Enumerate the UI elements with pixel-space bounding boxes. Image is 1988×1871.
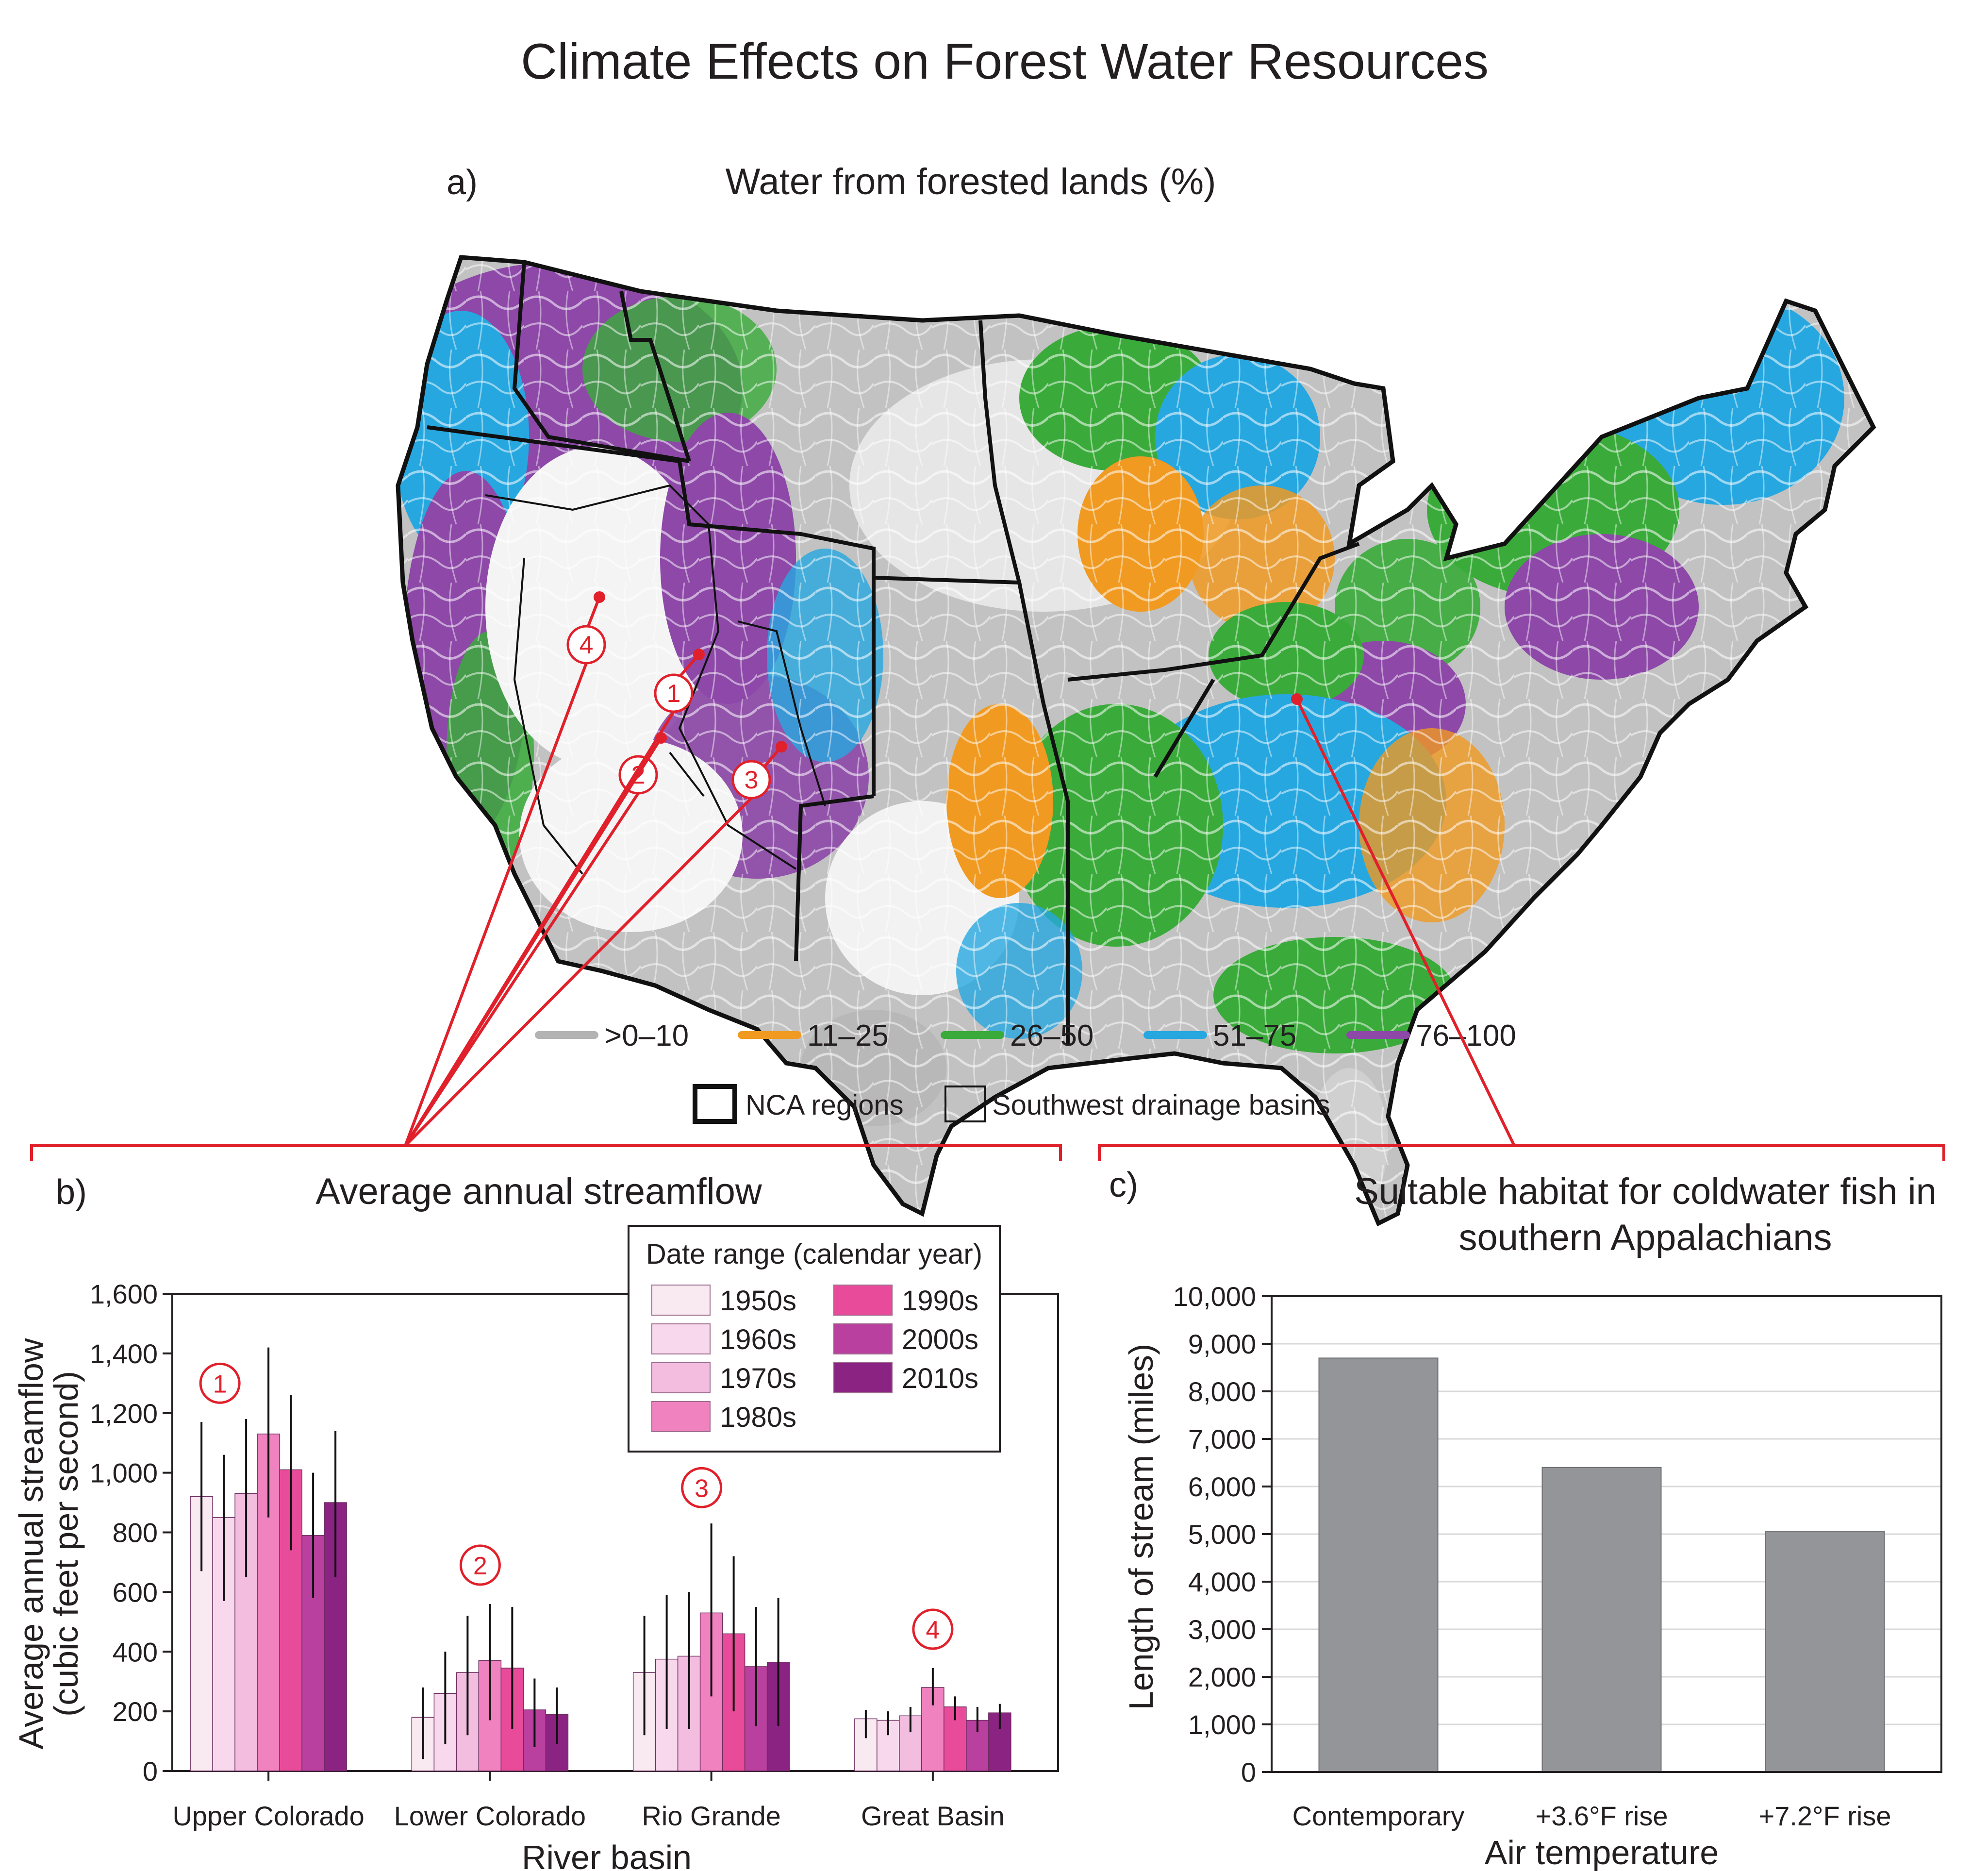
habitat-ytick-label: 2,000 (1188, 1662, 1256, 1692)
nca-region-boundaries (427, 262, 1360, 1044)
habitat-ytick-label: 10,000 (1173, 1281, 1256, 1312)
habitat-bar-contemporary (1318, 1357, 1439, 1772)
habitat-ytick-label: 4,000 (1188, 1567, 1256, 1597)
streamflow-legend-swatch-1950s (651, 1285, 711, 1316)
nca-regions-label: NCA regions (746, 1089, 904, 1121)
streamflow-xtick-lower-colorado: Lower Colorado (394, 1801, 586, 1831)
habitat-plot-frame (1271, 1295, 1942, 1773)
streamflow-ytick-label: 1,400 (90, 1338, 158, 1369)
legend-label-51-75: 51–75 (1213, 1019, 1296, 1052)
habitat-ytick-label: 8,000 (1188, 1376, 1256, 1407)
legend-label-0-10: >0–10 (604, 1019, 689, 1052)
streamflow-legend-label-2010s: 2010s (902, 1363, 978, 1394)
streamflow-ytick-label: 600 (113, 1577, 158, 1607)
habitat-ytick-label: 3,000 (1188, 1614, 1256, 1645)
map-color-legend: >0–10 11–25 26–50 51–75 76–100 (535, 1019, 1516, 1052)
streamflow-ytick-label: 1,200 (90, 1398, 158, 1429)
streamflow-xlabel: River basin (522, 1838, 692, 1871)
streamflow-ytick-label: 1,600 (90, 1279, 158, 1309)
map-marker-1-label: 1 (667, 680, 681, 708)
streamflow-ytick-label: 400 (113, 1637, 158, 1667)
streamflow-legend-title: Date range (calendar year) (646, 1238, 982, 1270)
habitat-ytick-label: 5,000 (1188, 1519, 1256, 1550)
streamflow-ytick-label: 200 (113, 1696, 158, 1727)
habitat-title-line1: Suitable habitat for coldwater fish in (1354, 1171, 1937, 1212)
map-marker-1: 1 (654, 649, 705, 713)
habitat-xtick-3-6-f-rise: +3.6°F rise (1536, 1801, 1668, 1831)
habitat-ylabel: Length of stream (miles) (1122, 1344, 1160, 1710)
habitat-chart: c) Suitable habitat for coldwater fish i… (1109, 1166, 1942, 1871)
connector-lines (30, 662, 1945, 1161)
habitat-bar-7-2-f-rise (1765, 1531, 1885, 1773)
streamflow-legend-label-2000s: 2000s (902, 1324, 978, 1355)
streamflow-marker-label: 3 (695, 1474, 709, 1503)
habitat-ytick-label: 6,000 (1188, 1471, 1256, 1502)
streamflow-marker-label: 2 (473, 1552, 487, 1580)
streamflow-xtick-upper-colorado: Upper Colorado (172, 1801, 364, 1831)
map-marker-3-label: 3 (745, 766, 759, 794)
streamflow-ytick-label: 800 (113, 1518, 158, 1548)
habitat-title-line2: southern Appalachians (1458, 1217, 1832, 1258)
streamflow-legend-swatch-2010s (833, 1362, 893, 1393)
streamflow-chart: b) Average annual streamflow 0 200 400 600 8… (12, 1171, 1059, 1871)
streamflow-legend-swatch-1960s (651, 1323, 711, 1354)
streamflow-tag: b) (56, 1173, 87, 1212)
map-boundary-legend: NCA regions Southwest drainage basins (693, 1084, 1330, 1124)
streamflow-marker-4: 4 (912, 1608, 954, 1650)
streamflow-ylabel-line2: (cubic feet per second) (47, 1371, 85, 1717)
streamflow-legend-label-1990s: 1990s (902, 1285, 978, 1317)
habitat-ytick-label: 9,000 (1188, 1329, 1256, 1359)
basin-label: Southwest drainage basins (992, 1089, 1330, 1121)
habitat-tag: c) (1109, 1166, 1138, 1204)
streamflow-legend-label-1950s: 1950s (720, 1285, 796, 1317)
streamflow-ylabel-line1: Average annual streamflow (12, 1338, 50, 1749)
legend-label-11-25: 11–25 (807, 1019, 889, 1052)
streamflow-legend: Date range (calendar year) 1950s 1960s 1970… (628, 1225, 1001, 1453)
streamflow-ytick-label: 1,000 (90, 1458, 158, 1488)
habitat-xtick-7-2-f-rise: +7.2°F rise (1759, 1801, 1891, 1831)
southwest-basin-boundaries (485, 484, 826, 875)
habitat-ytick-label: 1,000 (1188, 1709, 1256, 1740)
habitat-xtick-contemporary: Contemporary (1292, 1801, 1465, 1831)
streamflow-legend-label-1980s: 1980s (720, 1402, 796, 1433)
streamflow-legend-label-1970s: 1970s (720, 1363, 796, 1394)
streamflow-legend-swatch-1970s (651, 1362, 711, 1393)
streamflow-title: Average annual streamflow (315, 1171, 762, 1212)
streamflow-legend-swatch-1980s (651, 1401, 711, 1432)
map-panel-tag: a) (447, 163, 478, 202)
habitat-ytick-label: 0 (1241, 1757, 1256, 1787)
habitat-xlabel: Air temperature (1485, 1834, 1719, 1871)
habitat-bar-3-6-f-rise (1541, 1467, 1662, 1773)
streamflow-xtick-rio-grande: Rio Grande (642, 1801, 780, 1831)
streamflow-legend-swatch-2000s (833, 1323, 893, 1354)
streamflow-legend-swatch-1990s (833, 1285, 893, 1316)
nca-regions-swatch (693, 1084, 737, 1124)
legend-label-26-50: 26–50 (1010, 1019, 1093, 1052)
map-panel-title: Water from forested lands (%) (726, 161, 1216, 202)
streamflow-ytick-label: 0 (143, 1756, 158, 1787)
streamflow-marker-1: 1 (199, 1362, 241, 1404)
streamflow-xtick-great-basin: Great Basin (861, 1801, 1005, 1831)
streamflow-legend-label-1960s: 1960s (720, 1324, 796, 1355)
habitat-ytick-label: 7,000 (1188, 1424, 1256, 1454)
map-marker-4-label: 4 (580, 631, 594, 659)
streamflow-marker-label: 4 (926, 1616, 940, 1644)
basin-swatch (944, 1086, 986, 1122)
streamflow-marker-label: 1 (213, 1370, 227, 1398)
streamflow-marker-2: 2 (459, 1544, 501, 1586)
streamflow-marker-3: 3 (681, 1467, 723, 1508)
figure-title: Climate Effects on Forest Water Resource… (521, 33, 1489, 90)
